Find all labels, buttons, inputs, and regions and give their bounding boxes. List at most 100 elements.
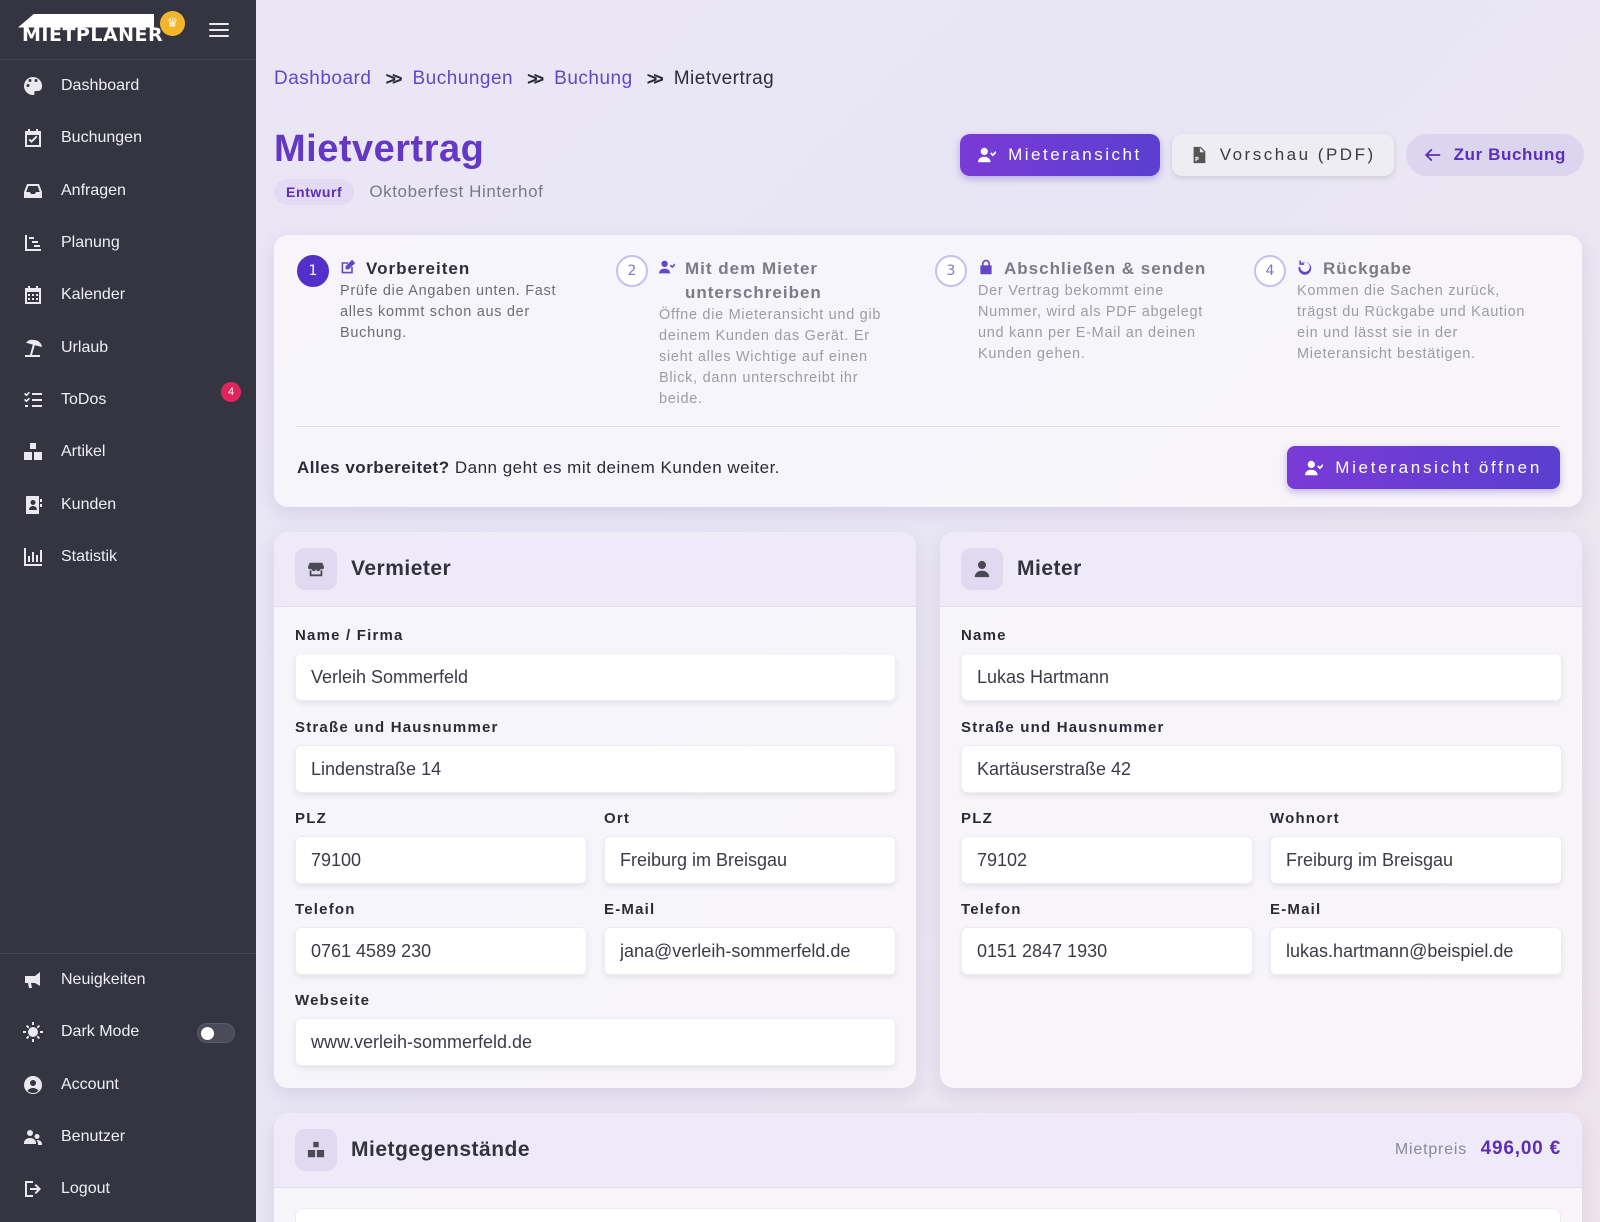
lock-icon bbox=[980, 259, 992, 275]
sidebar-item-dashboard[interactable]: Dashboard bbox=[0, 60, 256, 112]
landlord-website-input[interactable] bbox=[295, 1018, 896, 1066]
sidebar-item-logout[interactable]: Logout bbox=[0, 1163, 256, 1215]
sidebar: MIETPLANER ♛ Dashboard Buchungen Anfrage… bbox=[0, 0, 256, 1222]
workflow-steps-card: 1 Vorbereiten Prüfe die Angaben unten. F… bbox=[274, 235, 1582, 507]
sidebar-item-label: Anfragen bbox=[61, 181, 126, 199]
sidebar-item-todos[interactable]: ToDos 4 bbox=[0, 374, 256, 426]
rental-price-label: Mietpreis bbox=[1394, 1141, 1467, 1158]
landlord-city-label: Ort bbox=[604, 810, 631, 827]
mietplaner-logo[interactable]: MIETPLANER bbox=[18, 10, 163, 50]
sidebar-item-label: Buchungen bbox=[61, 129, 142, 147]
ready-message: Alles vorbereitet? Dann geht es mit dein… bbox=[297, 458, 780, 478]
landlord-city-input[interactable] bbox=[604, 836, 896, 884]
tenant-city-input[interactable] bbox=[1270, 836, 1562, 884]
breadcrumb-buchung[interactable]: Buchung bbox=[554, 68, 633, 89]
edit-icon bbox=[341, 259, 356, 274]
sidebar-item-label: Dark Mode bbox=[61, 1023, 140, 1041]
sidebar-item-label: Neuigkeiten bbox=[61, 971, 146, 989]
tenant-view-label: Mieteransicht bbox=[1008, 145, 1142, 164]
status-badge: Entwurf bbox=[274, 179, 355, 205]
tenant-street-label: Straße und Hausnummer bbox=[961, 719, 1165, 736]
sidebar-item-account[interactable]: Account bbox=[0, 1059, 256, 1111]
breadcrumb-buchungen[interactable]: Buchungen bbox=[412, 68, 514, 89]
sidebar-item-label: Urlaub bbox=[61, 338, 109, 356]
sidebar-item-label: Artikel bbox=[61, 443, 106, 461]
landlord-street-input[interactable] bbox=[295, 745, 896, 793]
header-actions: Mieteransicht Vorschau (PDF) Zur Buchung bbox=[960, 134, 1584, 176]
rental-items-list bbox=[295, 1208, 1561, 1222]
open-tenant-view-button[interactable]: Mieteransicht öffnen bbox=[1287, 446, 1560, 489]
breadcrumb-separator-icon: >> bbox=[527, 68, 544, 89]
sidebar-item-label: Kalender bbox=[61, 286, 126, 304]
tenant-city-label: Wohnort bbox=[1270, 810, 1340, 827]
landlord-phone-label: Telefon bbox=[295, 901, 356, 918]
sidebar-item-urlaub[interactable]: Urlaub bbox=[0, 321, 256, 373]
user-circle-icon bbox=[22, 1074, 44, 1096]
sidebar-item-label: ToDos bbox=[61, 390, 107, 408]
dark-mode-toggle[interactable] bbox=[197, 1023, 235, 1044]
page-title: Mietvertrag bbox=[274, 128, 485, 170]
event-name: Oktoberfest Hinterhof bbox=[369, 182, 544, 201]
step-number: 4 bbox=[1254, 255, 1286, 287]
breadcrumb-current: Mietvertrag bbox=[673, 68, 775, 89]
tenant-name-input[interactable] bbox=[961, 653, 1562, 701]
tenant-view-button[interactable]: Mieteransicht bbox=[960, 134, 1160, 176]
step-description: Kommen die Sachen zurück, trägst du Rück… bbox=[1297, 283, 1526, 362]
contact-card-icon bbox=[22, 494, 44, 516]
calendar-icon bbox=[22, 284, 44, 306]
sidebar-item-statistik[interactable]: Statistik bbox=[0, 531, 256, 583]
sidebar-item-benutzer[interactable]: Benutzer bbox=[0, 1111, 256, 1163]
tenant-zip-label: PLZ bbox=[961, 810, 993, 827]
sidebar-item-neuigkeiten[interactable]: Neuigkeiten bbox=[0, 954, 256, 1006]
contract-meta: Entwurf Oktoberfest Hinterhof bbox=[274, 179, 544, 205]
sidebar-item-label: Dashboard bbox=[61, 77, 140, 95]
sidebar-item-kunden[interactable]: Kunden bbox=[0, 478, 256, 530]
tenant-street-input[interactable] bbox=[961, 745, 1562, 793]
sidebar-item-dark-mode[interactable]: Dark Mode bbox=[0, 1006, 256, 1058]
sidebar-item-label: Account bbox=[61, 1075, 119, 1093]
breadcrumb: Dashboard >> Buchungen >> Buchung >> Mie… bbox=[274, 68, 774, 90]
tenant-name-label: Name bbox=[961, 627, 1007, 644]
main-content: Dashboard >> Buchungen >> Buchung >> Mie… bbox=[274, 0, 1584, 1222]
step-number: 3 bbox=[935, 255, 967, 287]
breadcrumb-separator-icon: >> bbox=[385, 68, 402, 89]
beach-umbrella-icon bbox=[22, 337, 44, 359]
breadcrumb-dashboard[interactable]: Dashboard bbox=[274, 68, 372, 89]
rental-items-title: Mietgegenstände bbox=[351, 1138, 531, 1161]
user-check-icon bbox=[978, 147, 997, 163]
sidebar-item-kalender[interactable]: Kalender bbox=[0, 269, 256, 321]
sidebar-bottom-nav: Neuigkeiten Dark Mode Account Benutzer L… bbox=[0, 953, 256, 1215]
sidebar-nav: Dashboard Buchungen Anfragen Planung Kal… bbox=[0, 60, 256, 583]
tenant-zip-input[interactable] bbox=[961, 836, 1253, 884]
logout-icon bbox=[22, 1178, 44, 1200]
step-title: Mit dem Mieter unterschreiben bbox=[685, 259, 822, 302]
sidebar-item-planung[interactable]: Planung bbox=[0, 217, 256, 269]
landlord-zip-label: PLZ bbox=[295, 810, 327, 827]
sidebar-item-anfragen[interactable]: Anfragen bbox=[0, 165, 256, 217]
step-description: Öffne die Mieteransicht und gib deinem K… bbox=[659, 307, 882, 407]
back-to-booking-button[interactable]: Zur Buchung bbox=[1405, 134, 1584, 176]
tenant-panel-header: Mieter bbox=[940, 532, 1582, 607]
step-title: Rückgabe bbox=[1323, 259, 1413, 278]
sidebar-item-buchungen[interactable]: Buchungen bbox=[0, 112, 256, 164]
tenant-email-label: E-Mail bbox=[1270, 901, 1322, 918]
inbox-icon bbox=[22, 180, 44, 202]
tenant-phone-input[interactable] bbox=[961, 927, 1253, 975]
landlord-title: Vermieter bbox=[351, 557, 452, 580]
landlord-name-input[interactable] bbox=[295, 653, 896, 701]
tenant-email-input[interactable] bbox=[1270, 927, 1562, 975]
sidebar-item-label: Kunden bbox=[61, 495, 117, 513]
landlord-phone-input[interactable] bbox=[295, 927, 587, 975]
user-check-icon bbox=[659, 260, 675, 274]
store-icon bbox=[295, 548, 337, 590]
preview-pdf-button[interactable]: Vorschau (PDF) bbox=[1171, 134, 1394, 176]
ready-text: Dann geht es mit deinem Kunden weiter. bbox=[449, 458, 781, 477]
back-to-booking-label: Zur Buchung bbox=[1453, 145, 1566, 164]
todo-count-badge: 4 bbox=[221, 381, 241, 402]
sidebar-item-artikel[interactable]: Artikel bbox=[0, 426, 256, 478]
landlord-zip-input[interactable] bbox=[295, 836, 587, 884]
hamburger-menu-icon[interactable] bbox=[209, 19, 229, 41]
bar-chart-icon bbox=[22, 546, 44, 568]
landlord-email-input[interactable] bbox=[604, 927, 896, 975]
landlord-email-label: E-Mail bbox=[604, 901, 656, 918]
